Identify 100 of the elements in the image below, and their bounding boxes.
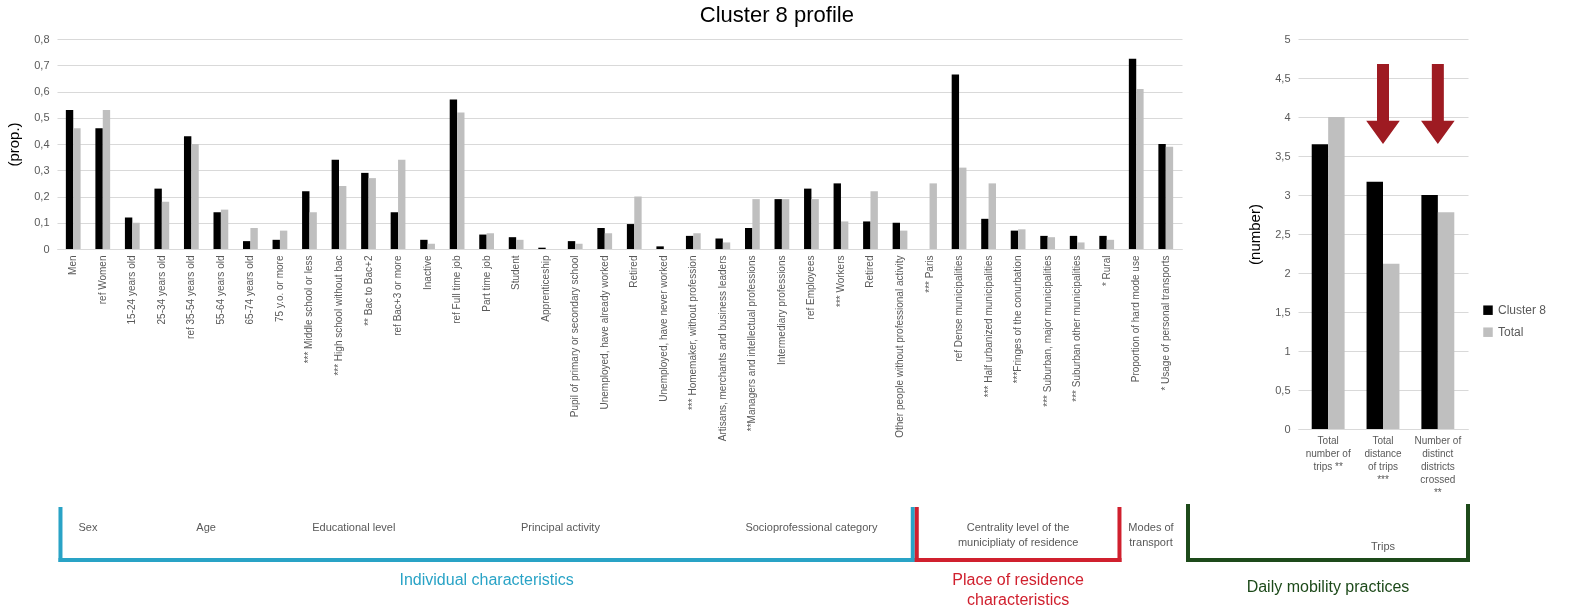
x-tick-label: Unemployed, have never worked [657, 255, 669, 402]
x-tick-label: 75 y.o. or more [273, 255, 285, 323]
bar [338, 186, 347, 249]
x-tick-label: Inactive [421, 255, 433, 290]
legend-label: Cluster 8 [1498, 303, 1547, 318]
bar [449, 99, 458, 249]
bar [390, 212, 399, 249]
bar [626, 224, 635, 249]
bar [398, 159, 406, 249]
bar [900, 230, 908, 249]
legend-label: Total [1498, 325, 1524, 340]
bar [567, 241, 576, 249]
x-tick-label: *** Workers [834, 255, 846, 307]
bar [1099, 235, 1107, 249]
bar [302, 191, 310, 249]
y-tick-label: 0,6 [34, 85, 50, 97]
bar [840, 221, 849, 249]
bar [1047, 237, 1056, 249]
bar [65, 109, 74, 249]
bar [656, 246, 664, 249]
bar [804, 188, 812, 249]
bar [929, 183, 937, 249]
chart-title: Cluster 8 profile [699, 2, 854, 27]
bar [781, 199, 790, 249]
x-tick-label: 65-74 years old [244, 255, 256, 325]
x-tick-label: * Rural [1100, 255, 1112, 287]
y-tick-label: 4,5 [1275, 71, 1291, 84]
bar [132, 222, 140, 249]
bar [1366, 181, 1383, 429]
y-tick-label: 0 [1284, 422, 1291, 435]
y-tick-label: 0,5 [34, 111, 50, 124]
bar [309, 212, 317, 249]
bar [863, 221, 871, 249]
bar [516, 239, 524, 249]
x-tick-label: *** High school without bac [332, 255, 344, 376]
y-axis-title: (number) [1246, 204, 1264, 265]
y-tick-label: 0,7 [34, 58, 50, 71]
bar [870, 191, 878, 249]
y-tick-label: 2 [1284, 266, 1291, 279]
bar [811, 199, 819, 249]
bar [1158, 144, 1166, 249]
bar [722, 242, 731, 249]
bar [479, 234, 487, 249]
text: Educational level [312, 521, 396, 533]
bar [486, 233, 495, 249]
y-axis-title: (prop.) [5, 122, 23, 167]
bar [161, 201, 170, 249]
bar [752, 199, 760, 249]
bar [508, 237, 517, 249]
bar [272, 239, 280, 249]
x-tick-label: Artisans, merchants and business leaders [716, 255, 728, 442]
x-tick-label: **Managers and intellectual professions [746, 255, 758, 432]
y-tick-label: 4 [1284, 110, 1291, 123]
x-tick-label: 15-24 years old [126, 255, 138, 325]
bar [1128, 58, 1137, 249]
bar [959, 167, 967, 249]
bar [279, 230, 288, 249]
bar [1018, 229, 1026, 249]
bar [1077, 242, 1085, 249]
bar [604, 233, 613, 249]
text: Principal activity [521, 521, 601, 533]
bar [1040, 235, 1048, 249]
bar [457, 112, 465, 249]
bar [1106, 239, 1115, 249]
bar [774, 199, 782, 249]
bar [95, 128, 103, 249]
x-tick-label: ***Fringes of the conurbation [1012, 255, 1024, 384]
y-tick-label: 0,5 [1275, 383, 1291, 396]
bar [693, 233, 701, 249]
bar [1311, 144, 1329, 429]
bar [368, 178, 376, 249]
x-tick-label: Retired [864, 255, 876, 288]
x-tick-label: ref Women [96, 255, 108, 305]
bar [833, 183, 841, 249]
bar [220, 209, 229, 249]
bar [102, 109, 111, 249]
x-tick-label: *** Half urbanized municipalities [982, 255, 994, 398]
bar [183, 136, 192, 249]
text: Centrality level of the municipliaty of residence [957, 521, 1079, 548]
y-tick-label: 2,5 [1275, 227, 1291, 240]
text: Trips [1370, 540, 1396, 552]
bar [1136, 88, 1144, 249]
bar [1437, 212, 1455, 429]
x-tick-label: Retired [628, 255, 640, 288]
bar [243, 241, 251, 249]
text: Socioprofessional category [745, 521, 878, 533]
bar [1069, 235, 1078, 249]
x-tick-label: Number of distinct districts crossed ** [1414, 434, 1462, 498]
x-tick-label: ref Full time job [451, 255, 463, 324]
y-tick-label: 0,3 [34, 163, 50, 176]
bar [1328, 117, 1345, 429]
x-tick-label: *** Suburban, major municipalities [1041, 255, 1053, 407]
bar [715, 238, 723, 249]
x-tick-label: ref Bac+3 or more [392, 255, 404, 336]
bar [575, 243, 583, 249]
x-tick-label: ** Bac to Bac+2 [362, 255, 374, 326]
bar [1010, 230, 1019, 249]
bar [250, 228, 258, 249]
x-tick-label: Men [67, 255, 79, 275]
x-tick-label: Intermediary professions [775, 255, 787, 365]
